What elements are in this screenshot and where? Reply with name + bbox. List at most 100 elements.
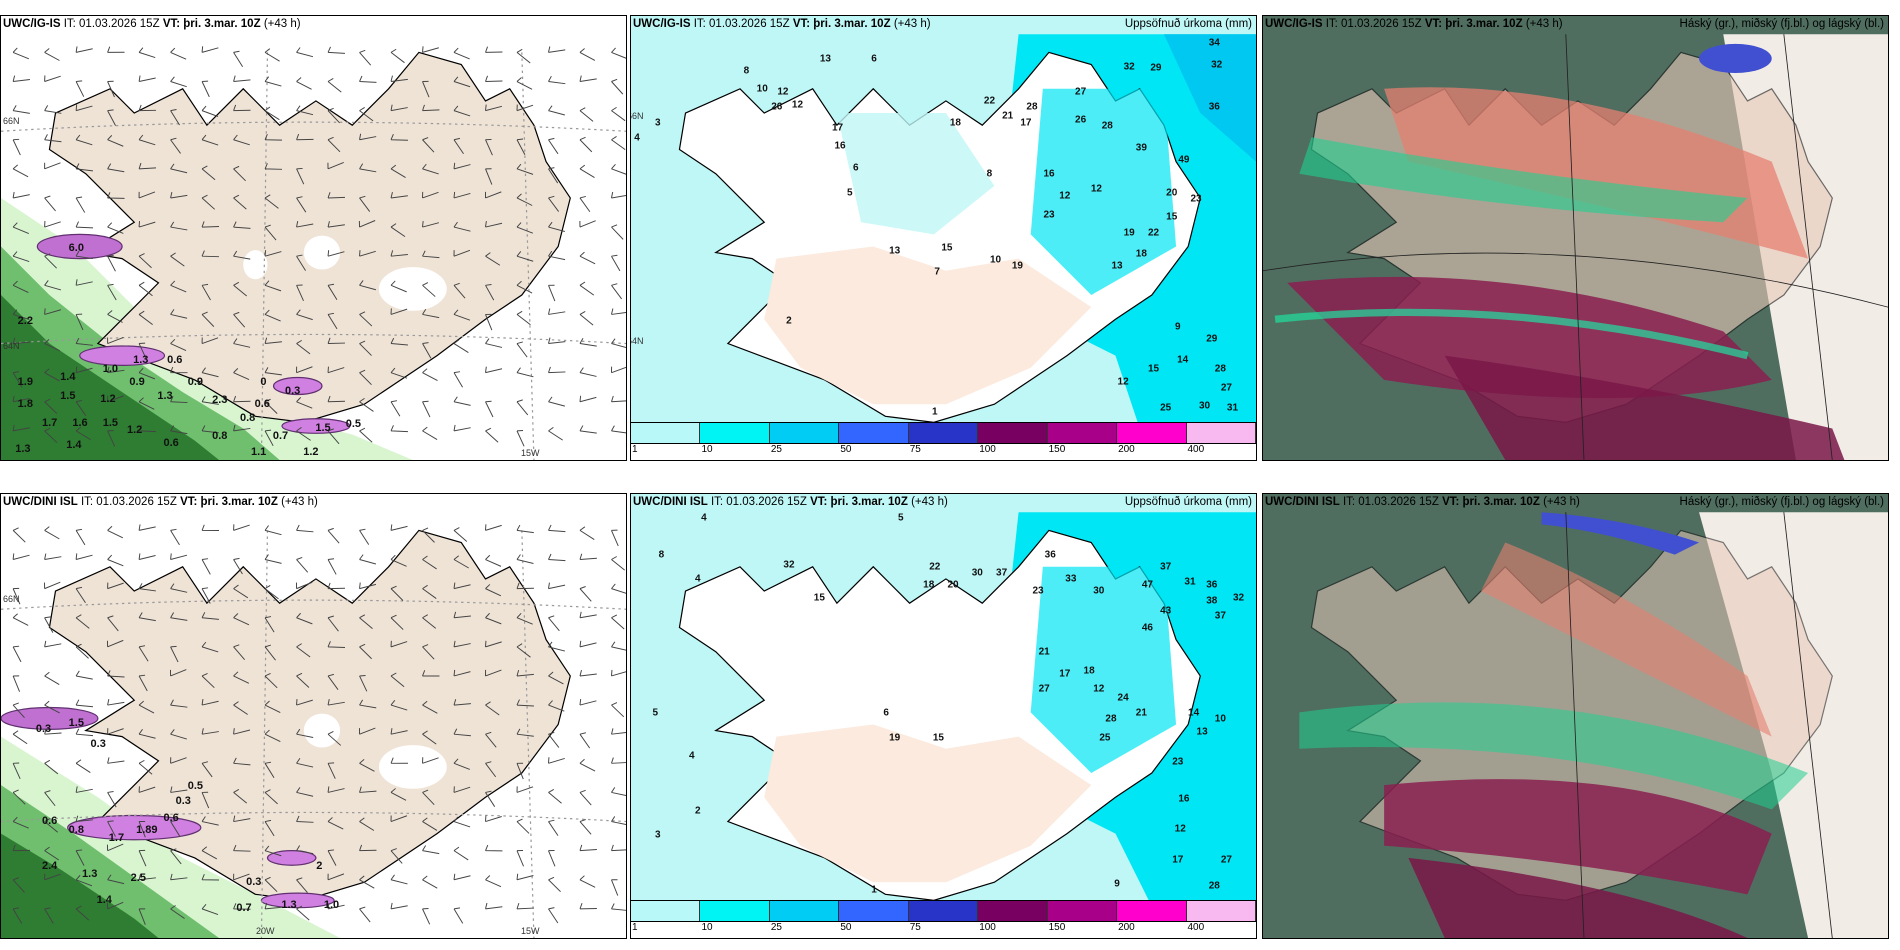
wind-barb	[579, 75, 597, 82]
wind-barb	[107, 790, 117, 808]
wind-barb	[327, 699, 345, 706]
wind-barb	[44, 253, 57, 269]
legend-tick: 25	[770, 922, 782, 933]
precip-value-label: 26	[771, 101, 783, 113]
precip-value-label: 5	[652, 707, 659, 719]
wind-value-label: 0.7	[236, 902, 252, 915]
legend-swatch	[769, 901, 840, 921]
wind-barb	[359, 675, 368, 692]
wind-value-label: 0.8	[68, 824, 84, 837]
wind-barb	[548, 907, 559, 924]
wind-barb	[170, 729, 187, 740]
wind-barb	[44, 581, 61, 590]
wind-barb	[516, 367, 534, 378]
wind-barb	[516, 554, 534, 564]
wind-barb	[233, 134, 250, 146]
wind-barb	[12, 138, 21, 156]
wind-barb	[170, 191, 188, 199]
wind-barb	[170, 699, 188, 708]
wind-barb	[75, 196, 86, 213]
wind-barb	[422, 789, 435, 806]
wind-value-label: 1.4	[66, 438, 82, 451]
precip-value-label: 6	[883, 707, 889, 719]
wind-barb	[138, 342, 147, 360]
wind-barb	[233, 701, 248, 715]
legend-swatch	[839, 901, 909, 921]
wind-value-label: 0.6	[163, 436, 179, 449]
precip-value-label: 22	[983, 95, 996, 107]
precip-value-label: 9	[1114, 878, 1120, 890]
precip-value-label: 12	[777, 86, 789, 98]
wind-barb	[233, 338, 251, 348]
wind-value-label: 6.0	[68, 241, 84, 254]
wind-barb	[359, 195, 371, 212]
wind-barb	[170, 905, 185, 919]
wind-barb	[170, 338, 187, 351]
wind-barb	[485, 168, 493, 185]
wind-barb	[453, 527, 468, 542]
wind-barb	[359, 727, 376, 735]
precip-value-label: 29	[1206, 333, 1218, 345]
legend-tick: 50	[840, 922, 852, 933]
precip-map	[631, 494, 1256, 938]
wind-barb	[579, 758, 596, 772]
wind-barb	[359, 427, 373, 443]
wind-barb	[579, 220, 596, 228]
wind-barb	[422, 875, 438, 889]
wind-barb	[201, 728, 219, 735]
wind-value-label: 1.2	[100, 392, 116, 405]
wind-value-label: 1.3	[15, 442, 31, 455]
wind-barb	[296, 728, 314, 738]
wind-barb	[138, 310, 153, 326]
precip-value-label: 19	[889, 732, 901, 744]
wind-barb	[233, 221, 251, 229]
precip-value-label: 24	[1117, 692, 1129, 703]
precip-value-label: 14	[1188, 707, 1200, 719]
wind-value-label: 1.6	[72, 417, 88, 429]
wind-barb	[422, 614, 437, 629]
wind-value-label: 0.5	[187, 780, 204, 793]
wind-barb	[170, 221, 188, 231]
precip-value-label: 10	[756, 83, 768, 95]
legend-tick: 10	[701, 444, 713, 455]
panel-header: UWC/DINI ISL IT: 01.03.2026 15Z VT: þri.…	[3, 496, 318, 508]
wind-barb	[264, 76, 282, 87]
precip-value-label: 4	[695, 573, 701, 585]
wind-barb	[75, 134, 93, 146]
wind-barb	[75, 905, 90, 921]
wind-barb	[138, 759, 153, 775]
precip-value-label: 30	[1093, 585, 1105, 597]
wind-barb	[296, 698, 313, 706]
wind-barb	[170, 47, 187, 60]
wind-barb	[548, 46, 566, 53]
wind-barb	[611, 425, 626, 434]
wind-barb	[548, 167, 559, 184]
wind-barb	[170, 309, 188, 319]
legend-ticks: 1 10 25 50 75 100 150 200 400	[631, 444, 1256, 460]
wind-barb	[548, 671, 564, 685]
wind-value-label: 0.9	[129, 375, 145, 388]
wind-barb	[548, 819, 559, 836]
legend-swatches	[631, 901, 1256, 922]
wind-barb	[75, 759, 91, 773]
precip-value-label: 32	[1211, 59, 1223, 71]
wind-barb	[422, 644, 435, 660]
wind-barb	[327, 192, 345, 199]
lat-label: 64N	[3, 341, 20, 351]
wind-barb	[233, 281, 248, 297]
wind-barb	[12, 527, 26, 543]
wind-barb	[611, 395, 626, 403]
wind-barb	[201, 165, 216, 181]
wind-barb	[453, 907, 464, 924]
wind-barb	[453, 846, 469, 861]
wind-barb	[296, 397, 313, 409]
wind-barb	[170, 583, 188, 593]
wind-barb	[516, 251, 534, 262]
wind-barb	[485, 524, 502, 531]
wind-value-label: 1.0	[102, 363, 119, 376]
legend-ticks: 1 10 25 50 75 100 150 200 400	[631, 922, 1256, 938]
wind-barb	[548, 75, 566, 85]
wind-barb	[327, 582, 345, 590]
wind-barb	[107, 366, 125, 374]
legend-tick: 50	[840, 444, 852, 455]
